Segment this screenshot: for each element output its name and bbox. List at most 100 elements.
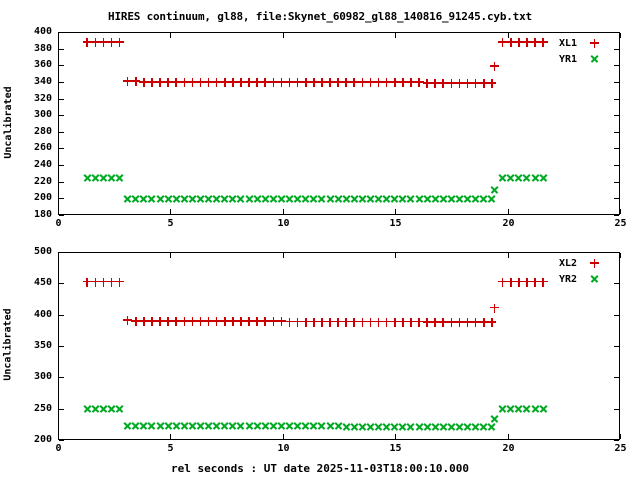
y-axis-tick <box>614 440 619 441</box>
y-axis-tick-label: 320 <box>33 92 52 104</box>
y-axis-tick-label: 220 <box>33 175 52 187</box>
y-axis-tick <box>614 409 619 410</box>
y-axis-tick <box>614 315 619 316</box>
y-axis-title: Uncalibrated <box>2 308 14 381</box>
x-axis-tick <box>170 209 171 214</box>
y-axis-tick <box>59 215 64 216</box>
x-axis-tick <box>620 33 621 38</box>
x-axis-tick <box>283 209 284 214</box>
y-axis-title: Uncalibrated <box>2 85 14 159</box>
y-axis-tick <box>59 148 64 149</box>
y-axis-tick <box>614 182 619 183</box>
y-axis-tick <box>59 49 64 50</box>
x-axis-label: rel seconds : UT date 2025-11-03T18:00:1… <box>170 462 469 475</box>
y-axis-tick-label: 350 <box>33 339 52 351</box>
legend-label-yr1[interactable]: YR1 <box>558 54 577 65</box>
y-axis-tick <box>614 115 619 116</box>
y-axis-tick-label: 200 <box>33 191 52 203</box>
legend-label-yr2[interactable]: YR2 <box>558 274 577 285</box>
x-axis-tick <box>170 33 171 38</box>
y-axis-tick <box>59 315 64 316</box>
y-axis-tick-label: 360 <box>33 58 52 70</box>
y-axis-tick-label: 250 <box>33 402 52 414</box>
x-axis-tick <box>170 434 171 439</box>
x-axis-tick-label: 0 <box>55 218 62 229</box>
x-axis-tick <box>58 33 59 38</box>
plot-frame <box>58 252 620 440</box>
y-axis-tick <box>59 99 64 100</box>
x-axis-tick-label: 15 <box>389 443 402 454</box>
y-axis-tick-label: 400 <box>33 25 52 37</box>
y-axis-tick <box>59 409 64 410</box>
y-axis-tick <box>59 32 64 33</box>
x-axis-tick <box>620 209 621 214</box>
y-axis-tick-label: 500 <box>33 245 52 257</box>
x-axis-tick <box>508 33 509 38</box>
legend-label-xl2[interactable]: XL2 <box>558 258 577 269</box>
x-axis-tick <box>395 33 396 38</box>
y-axis-tick <box>59 132 64 133</box>
y-axis-tick <box>614 165 619 166</box>
x-axis-tick-label: 15 <box>389 218 402 229</box>
x-axis-tick-label: 10 <box>277 443 290 454</box>
x-axis-tick <box>58 209 59 214</box>
y-axis-tick <box>614 65 619 66</box>
y-axis-tick-label: 260 <box>33 141 52 153</box>
x-axis-tick <box>58 253 59 258</box>
x-axis-tick <box>58 434 59 439</box>
x-axis-tick-label: 5 <box>167 218 174 229</box>
x-axis-tick <box>170 253 171 258</box>
x-axis-tick <box>508 434 509 439</box>
y-axis-tick <box>59 283 64 284</box>
x-axis-tick <box>620 253 621 258</box>
y-axis-tick <box>59 82 64 83</box>
y-axis-tick <box>59 115 64 116</box>
y-axis-tick <box>59 377 64 378</box>
y-axis-tick <box>614 32 619 33</box>
x-axis-tick-label: 20 <box>502 218 515 229</box>
y-axis-tick-label: 340 <box>33 75 52 87</box>
x-axis-tick <box>283 33 284 38</box>
x-axis-tick-label: 0 <box>55 443 62 454</box>
y-axis-tick <box>614 215 619 216</box>
y-axis-tick <box>614 346 619 347</box>
y-axis-tick <box>59 65 64 66</box>
y-axis-tick <box>614 198 619 199</box>
y-axis-tick-label: 400 <box>33 308 52 320</box>
y-axis-tick <box>59 346 64 347</box>
y-axis-tick-label: 280 <box>33 125 52 137</box>
page-title: HIRES continuum, gl88, file:Skynet_60982… <box>108 10 532 23</box>
y-axis-tick <box>614 252 619 253</box>
y-axis-tick <box>614 148 619 149</box>
x-axis-tick-label: 10 <box>277 218 290 229</box>
y-axis-tick <box>614 82 619 83</box>
plot-frame <box>58 32 620 215</box>
x-axis-tick-label: 20 <box>502 443 515 454</box>
x-axis-tick-label: 5 <box>167 443 174 454</box>
y-axis-tick-label: 240 <box>33 158 52 170</box>
y-axis-tick-label: 300 <box>33 370 52 382</box>
y-axis-tick <box>614 283 619 284</box>
y-axis-tick <box>59 252 64 253</box>
y-axis-tick <box>59 198 64 199</box>
y-axis-tick <box>614 99 619 100</box>
y-axis-tick <box>59 182 64 183</box>
y-axis-tick-label: 200 <box>33 433 52 445</box>
x-axis-tick <box>283 434 284 439</box>
x-axis-tick-label: 25 <box>614 218 627 229</box>
y-axis-tick-label: 450 <box>33 276 52 288</box>
x-axis-tick <box>395 209 396 214</box>
x-axis-tick <box>395 434 396 439</box>
y-axis-tick <box>614 49 619 50</box>
y-axis-tick-label: 180 <box>33 208 52 220</box>
y-axis-tick <box>59 440 64 441</box>
y-axis-tick <box>614 377 619 378</box>
x-axis-tick <box>620 434 621 439</box>
x-axis-tick <box>508 209 509 214</box>
legend-label-xl1[interactable]: XL1 <box>558 38 577 49</box>
x-axis-tick-label: 25 <box>614 443 627 454</box>
y-axis-tick <box>614 132 619 133</box>
y-axis-tick-label: 300 <box>33 108 52 120</box>
y-axis-tick-label: 380 <box>33 42 52 54</box>
